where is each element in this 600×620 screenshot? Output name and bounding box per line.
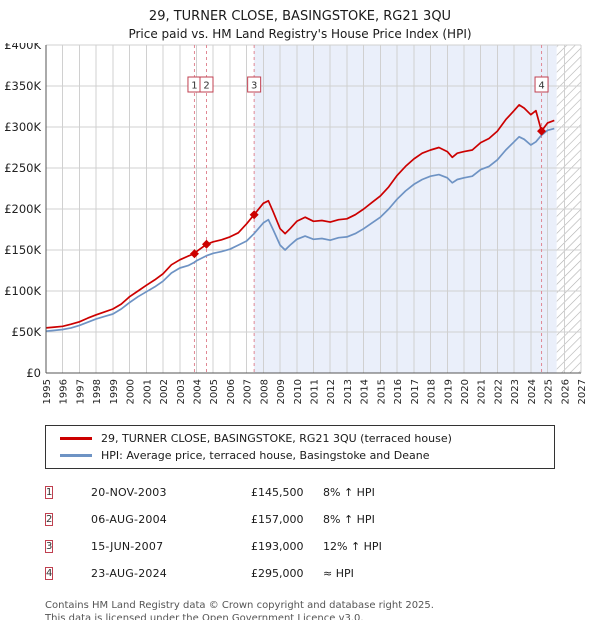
x-axis-labels: 1995 1996 1997 1998 1999 2000 2001 2002 2003 2004… [42, 379, 588, 404]
property-price-line [45, 104, 555, 329]
chart-series [45, 104, 555, 333]
svg-text:1: 1 [191, 81, 197, 92]
sale-date: 23-AUG-2024 [91, 567, 167, 580]
svg-text:2025: 2025 [544, 379, 555, 404]
sale-number-badge-4: 4 [45, 567, 54, 580]
chart-legend: 29, TURNER CLOSE, BASINGSTOKE, RG21 3QU … [45, 425, 555, 469]
svg-text:2005: 2005 [209, 379, 220, 404]
sale-hpi-delta: ≈ HPI [323, 567, 354, 580]
svg-text:2000: 2000 [126, 379, 137, 404]
hpi-line-swatch [60, 454, 92, 457]
sale-hpi-delta: 8% ↑ HPI [323, 513, 375, 526]
sale-number-badge-1: 1 [45, 486, 54, 499]
svg-text:£400K: £400K [4, 43, 41, 52]
svg-text:1995: 1995 [42, 379, 53, 404]
svg-text:£200K: £200K [4, 202, 41, 216]
svg-text:4: 4 [538, 81, 544, 92]
sale-price: £157,000 [251, 513, 304, 526]
svg-text:2004: 2004 [192, 379, 203, 404]
price-history-chart: 1 2 3 4 £0 £50K £100K £150K £200K £250K £300K £350K… [4, 43, 588, 404]
svg-text:2003: 2003 [176, 379, 187, 404]
sale-number-badge-3: 3 [45, 540, 54, 553]
legend-item-property: 29, TURNER CLOSE, BASINGSTOKE, RG21 3QU … [60, 430, 554, 447]
svg-text:£250K: £250K [4, 161, 41, 175]
svg-text:2014: 2014 [360, 379, 371, 404]
svg-text:2010: 2010 [293, 379, 304, 404]
svg-text:2008: 2008 [259, 379, 270, 404]
gridlines [45, 44, 582, 374]
svg-text:1998: 1998 [92, 379, 103, 404]
svg-text:2021: 2021 [477, 379, 488, 404]
svg-text:£0: £0 [26, 366, 41, 380]
footer-line-1: Contains HM Land Registry data © Crown c… [45, 600, 434, 611]
svg-text:£50K: £50K [12, 325, 42, 339]
table-row: 3 15-JUN-2007 £193,000 12% ↑ HPI [45, 533, 600, 560]
footer-line-2: This data is licensed under the Open Gov… [45, 613, 364, 620]
y-axis-labels: £0 £50K £100K £150K £200K £250K £300K £350K £400… [4, 43, 41, 380]
svg-text:1997: 1997 [75, 379, 86, 404]
svg-text:2007: 2007 [243, 379, 254, 404]
svg-text:£300K: £300K [4, 120, 41, 134]
svg-text:2027: 2027 [577, 379, 588, 404]
svg-text:2011: 2011 [310, 379, 321, 404]
property-line-swatch [60, 437, 92, 440]
sale-price: £193,000 [251, 540, 304, 553]
svg-text:£100K: £100K [4, 284, 41, 298]
svg-text:2016: 2016 [393, 379, 404, 404]
sale-price: £145,500 [251, 486, 304, 499]
svg-text:2019: 2019 [443, 379, 454, 404]
svg-text:2002: 2002 [159, 379, 170, 404]
svg-text:3: 3 [251, 81, 257, 92]
svg-text:2018: 2018 [427, 379, 438, 404]
transactions-table: 1 20-NOV-2003 £145,500 8% ↑ HPI 2 06-AUG… [45, 479, 600, 587]
sale-date: 06-AUG-2004 [91, 513, 167, 526]
sale-markers [189, 126, 547, 259]
license-footer: Contains HM Land Registry data © Crown c… [45, 599, 600, 620]
svg-text:2015: 2015 [376, 379, 387, 404]
svg-text:2013: 2013 [343, 379, 354, 404]
page-title: 29, TURNER CLOSE, BASINGSTOKE, RG21 3QU [148, 9, 452, 24]
sale-date-lines [193, 45, 543, 373]
sale-number-badge-2: 2 [45, 513, 54, 526]
svg-text:2022: 2022 [493, 379, 504, 404]
svg-text:1999: 1999 [109, 379, 120, 404]
sale-price: £295,000 [251, 567, 304, 580]
legend-label-property: 29, TURNER CLOSE, BASINGSTOKE, RG21 3QU … [101, 432, 452, 445]
svg-text:2024: 2024 [527, 379, 538, 404]
page-subtitle: Price paid vs. HM Land Registry's House … [128, 27, 472, 41]
svg-text:2012: 2012 [326, 379, 337, 404]
legend-label-hpi: HPI: Average price, terraced house, Basi… [101, 449, 430, 462]
svg-text:2026: 2026 [560, 379, 571, 404]
svg-text:1996: 1996 [59, 379, 70, 404]
hpi-line [45, 127, 555, 333]
svg-text:2009: 2009 [276, 379, 287, 404]
sale-hpi-delta: 12% ↑ HPI [323, 540, 382, 553]
svg-text:2006: 2006 [226, 379, 237, 404]
sale-hpi-delta: 8% ↑ HPI [323, 486, 375, 499]
svg-text:2: 2 [203, 81, 209, 92]
sale-date: 20-NOV-2003 [91, 486, 167, 499]
table-row: 4 23-AUG-2024 £295,000 ≈ HPI [45, 560, 600, 587]
svg-text:2017: 2017 [410, 379, 421, 404]
svg-text:£350K: £350K [4, 79, 41, 93]
svg-text:2020: 2020 [460, 379, 471, 404]
svg-text:2001: 2001 [142, 379, 153, 404]
svg-text:£150K: £150K [4, 243, 41, 257]
sale-date: 15-JUN-2007 [91, 540, 164, 553]
table-row: 2 06-AUG-2004 £157,000 8% ↑ HPI [45, 506, 600, 533]
svg-text:2023: 2023 [510, 379, 521, 404]
legend-item-hpi: HPI: Average price, terraced house, Basi… [60, 447, 554, 464]
chart-header: 29, TURNER CLOSE, BASINGSTOKE, RG21 3QU … [0, 0, 600, 43]
table-row: 1 20-NOV-2003 £145,500 8% ↑ HPI [45, 479, 600, 506]
